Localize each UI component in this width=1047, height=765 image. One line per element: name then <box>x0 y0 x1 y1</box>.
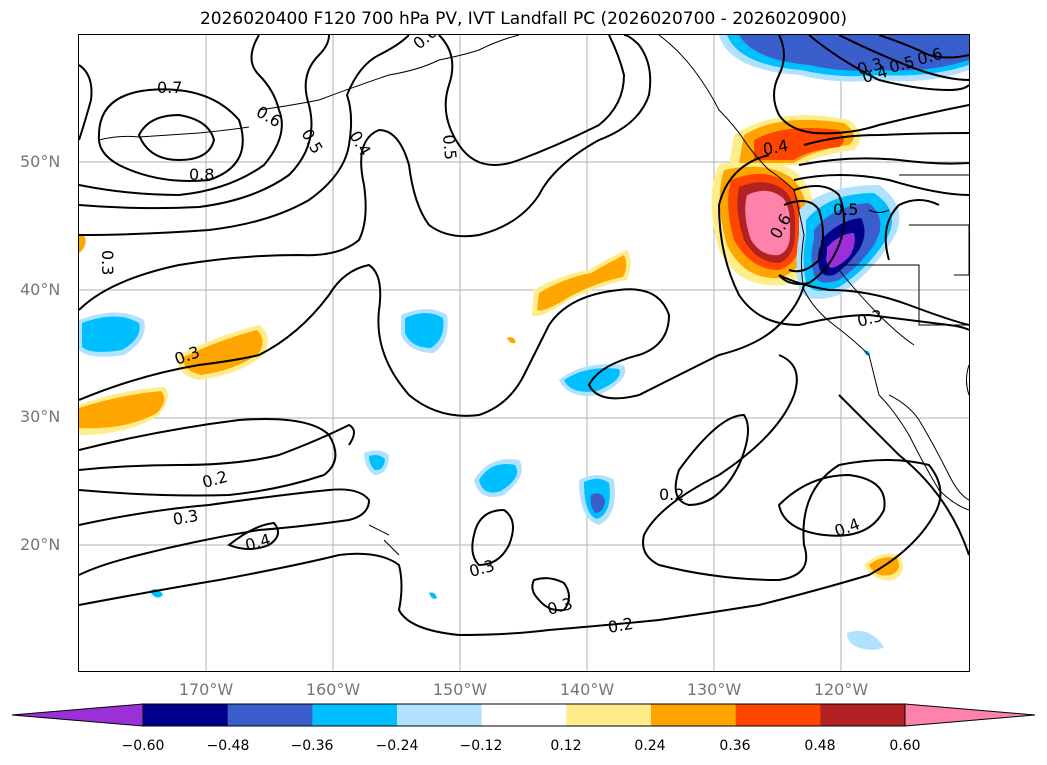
colorbar-segment <box>735 704 821 726</box>
contour-label: 0.3 <box>855 306 885 331</box>
colorbar-tick-label: −0.36 <box>290 738 334 754</box>
colorbar-segment <box>312 704 398 726</box>
colorbar <box>11 703 1036 727</box>
contour-label: 0.3 <box>171 506 199 529</box>
map-title: 2026020400 F120 700 hPa PV, IVT Landfall… <box>199 9 847 29</box>
lon-label: 120°W <box>813 680 869 699</box>
lat-label: 40°N <box>20 280 61 299</box>
contour-label: 0.8 <box>189 165 214 184</box>
lon-label: 160°W <box>305 680 361 699</box>
colorbar-segment <box>397 704 483 726</box>
colorbar-tick-label: 0.60 <box>889 738 921 754</box>
lat-label: 20°N <box>20 535 61 554</box>
colorbar-tick-label: 0.24 <box>634 738 666 754</box>
contour-label: 0.2 <box>659 485 684 504</box>
lat-label: 30°N <box>20 407 61 426</box>
colorbar-tick-label: 0.36 <box>719 738 751 754</box>
colorbar-tick-label: −0.24 <box>375 738 419 754</box>
colorbar-segment <box>651 704 737 726</box>
colorbar-tick-label: −0.60 <box>121 738 165 754</box>
contour-label: 0.5 <box>833 200 858 219</box>
colorbar-tick-label: 0.12 <box>550 738 582 754</box>
colorbar-extension-max <box>905 704 1035 726</box>
colorbar-segment <box>227 704 313 726</box>
colorbar-tick-label: −0.48 <box>206 738 250 754</box>
lon-label: 140°W <box>559 680 615 699</box>
contour-label: 0.4 <box>761 136 789 159</box>
contour-label: 0.3 <box>467 556 497 581</box>
contour-label: 0.7 <box>157 78 182 97</box>
contour-label: 0.4 <box>243 530 273 555</box>
contour-label: 0.4 <box>832 514 862 541</box>
colorbar-extension-min <box>12 704 143 726</box>
map-plot-area: 0.7 0.6 0.5 0.8 0.4 0.5 0.6 0.3 0.3 0.3 … <box>79 35 969 672</box>
contour-label: 0.3 <box>545 594 575 619</box>
contour-label: 0.5 <box>439 134 460 161</box>
contour-label: 0.2 <box>200 467 230 492</box>
contour-label: 0.2 <box>606 614 634 637</box>
colorbar-tick-label: −0.12 <box>459 738 503 754</box>
colorbar-segment <box>481 704 567 726</box>
shading-positive <box>79 115 903 581</box>
contour-label: 0.5 <box>298 126 327 158</box>
colorbar-tick-label: 0.48 <box>804 738 836 754</box>
colorbar-segment <box>566 704 652 726</box>
contour-label: 0.6 <box>409 35 441 53</box>
contour-label: 0.3 <box>98 250 117 275</box>
lon-label: 150°W <box>432 680 488 699</box>
colorbar-segment <box>820 704 906 726</box>
lat-label: 50°N <box>20 152 61 171</box>
lon-label: 130°W <box>686 680 742 699</box>
pv-contours <box>79 35 969 637</box>
lon-label: 170°W <box>178 680 234 699</box>
colorbar-segment <box>143 704 229 726</box>
